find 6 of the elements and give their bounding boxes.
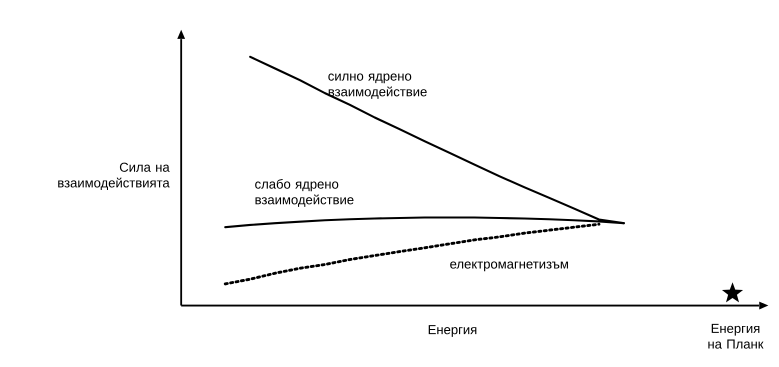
series-label: слабо ядрено взаимодействие <box>255 178 354 207</box>
series-label: силно ядрено взаимодействие <box>328 73 427 99</box>
y-axis-title: Сила на взаимодействията <box>58 162 170 190</box>
text: Енергия на Планк <box>708 324 764 349</box>
series-label: електромагнетизъм <box>450 261 568 272</box>
x-axis-title: Енергия <box>428 325 476 337</box>
